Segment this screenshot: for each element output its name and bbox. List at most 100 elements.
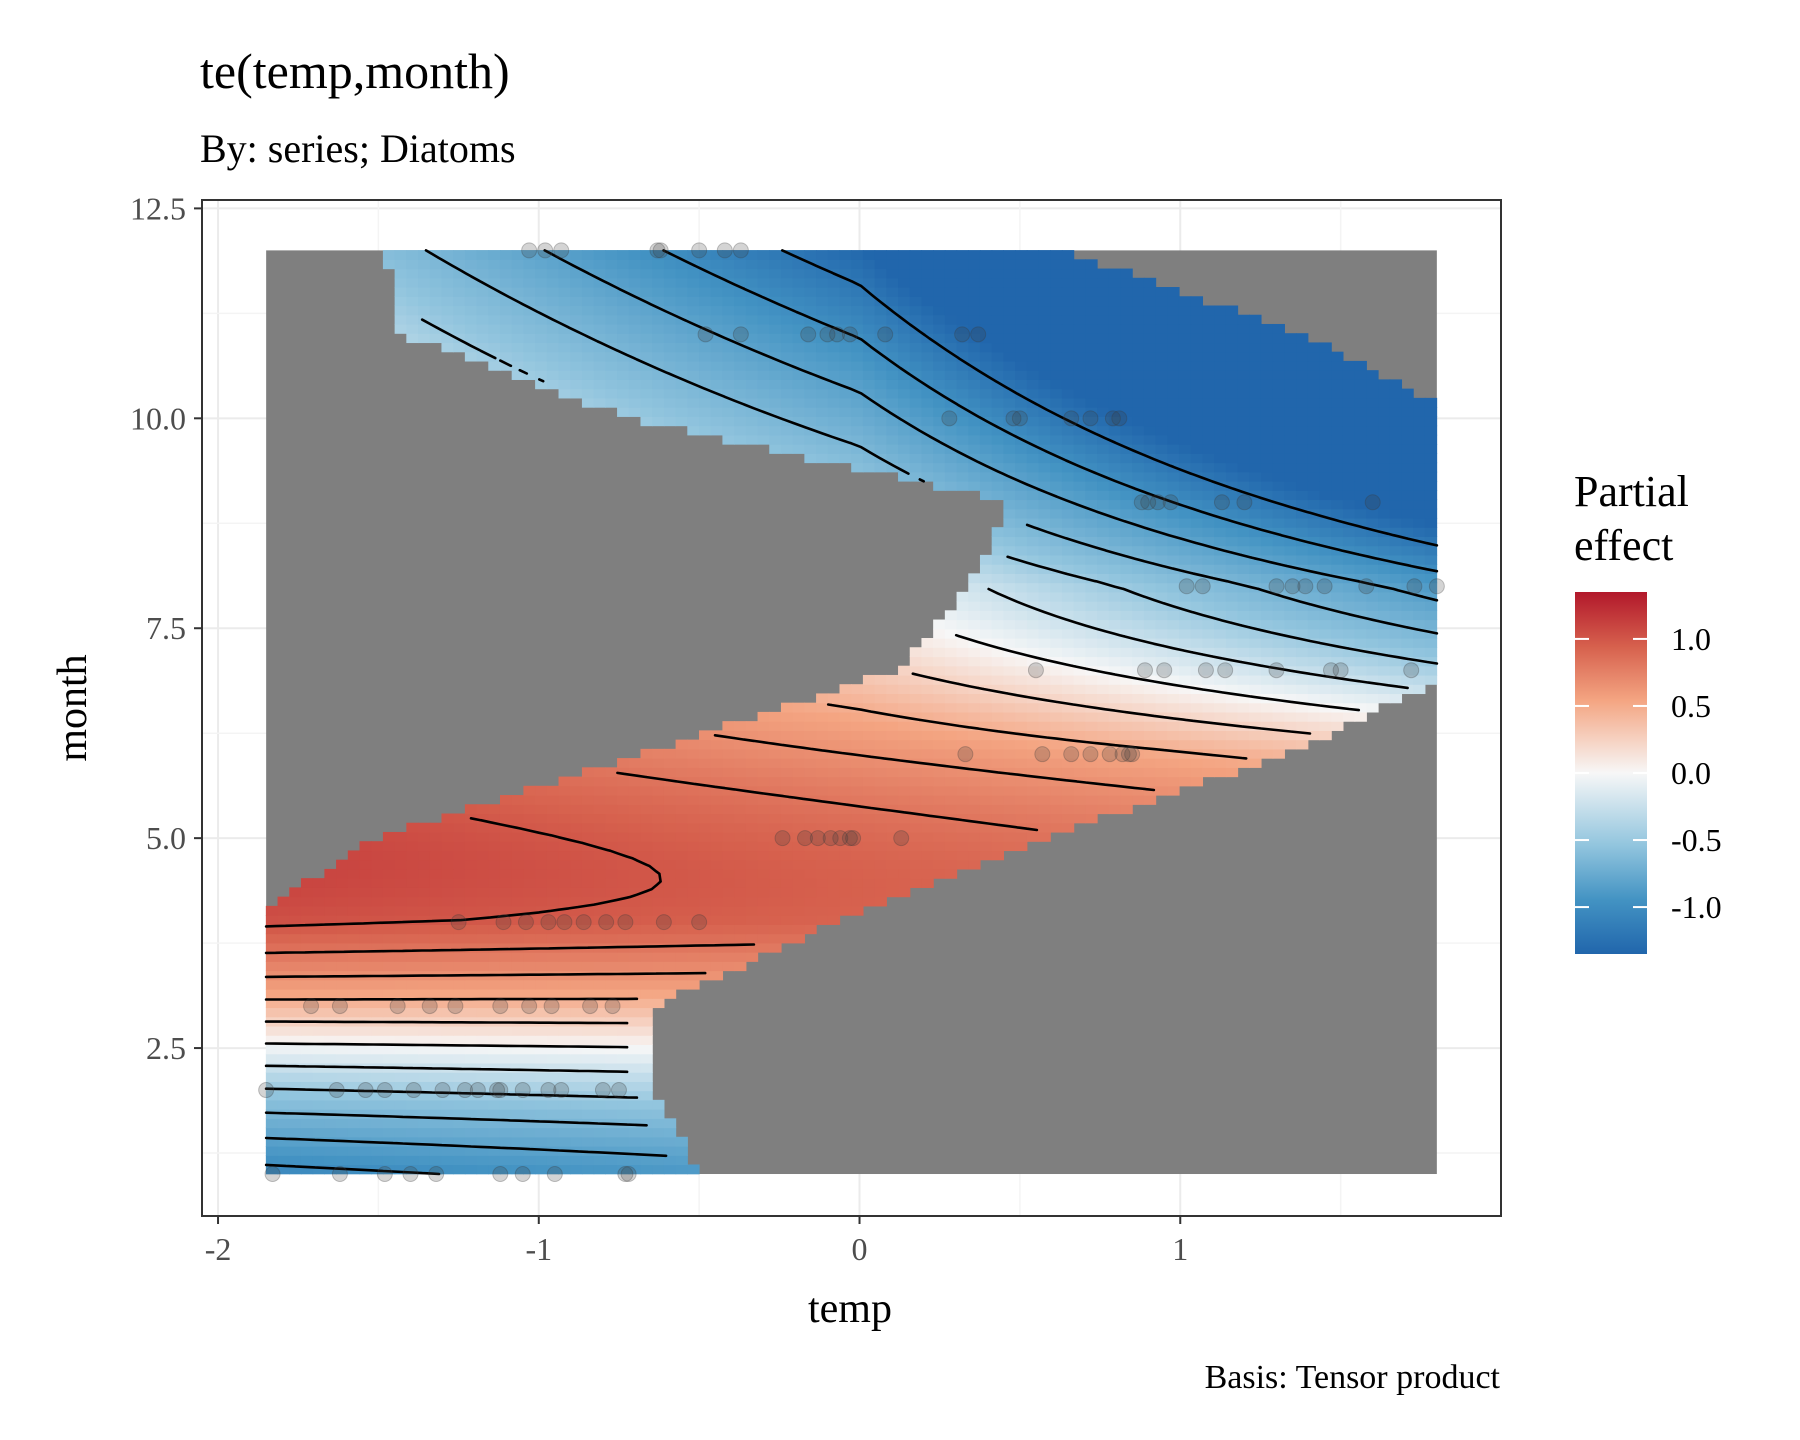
heatmap-cell — [1424, 601, 1438, 611]
heatmap-cell — [722, 795, 735, 805]
heatmap-cell — [359, 979, 372, 990]
heatmap-cell — [406, 1109, 419, 1119]
heatmap-cell — [593, 887, 606, 898]
heatmap-cell — [499, 287, 513, 297]
heatmap-cell — [1225, 434, 1239, 445]
heatmap-cell — [1284, 545, 1297, 556]
heatmap-cell — [734, 425, 747, 436]
heatmap-cell — [1178, 702, 1192, 713]
heatmap-cell — [1284, 397, 1297, 408]
heatmap-cell — [757, 758, 770, 768]
heatmap-cell — [745, 388, 759, 399]
heatmap-cell — [944, 804, 958, 815]
heatmap-cell — [546, 878, 560, 888]
heatmap-cell — [734, 942, 747, 953]
heatmap-cell — [956, 287, 969, 297]
heatmap-cell — [605, 1035, 618, 1046]
heatmap-cell — [464, 961, 478, 972]
heatmap-cell — [851, 739, 864, 750]
heatmap-cell — [1249, 610, 1262, 621]
heatmap-cell — [453, 1109, 466, 1119]
heatmap-cell — [898, 259, 911, 270]
heatmap-cell — [1284, 674, 1297, 685]
heatmap-cell — [944, 397, 958, 408]
heatmap-cell — [1073, 305, 1086, 316]
heatmap-cell — [1061, 296, 1075, 307]
heatmap-cell — [336, 1127, 349, 1138]
heatmap-cell — [710, 822, 724, 833]
heatmap-cell — [1354, 397, 1367, 408]
heatmap-cell — [1331, 425, 1344, 436]
heatmap-cell — [1167, 545, 1180, 556]
heatmap-cell — [734, 831, 747, 842]
heatmap-cell — [300, 988, 314, 999]
heatmap-cell — [1108, 647, 1122, 658]
heatmap-cell — [476, 314, 489, 325]
heatmap-cell — [780, 841, 794, 852]
heatmap-cell — [1038, 702, 1051, 713]
heatmap-cell — [441, 1118, 454, 1129]
heatmap-cell — [909, 776, 923, 787]
heatmap-cell — [979, 490, 993, 501]
heatmap-cell — [1378, 517, 1391, 528]
heatmap-cell — [1307, 554, 1321, 565]
heatmap-cell — [1178, 434, 1192, 445]
heatmap-cell — [956, 758, 969, 768]
heatmap-cell — [418, 1127, 431, 1138]
heatmap-cell — [628, 878, 642, 888]
heatmap-cell — [909, 656, 923, 667]
heatmap-cell — [1249, 684, 1262, 695]
heatmap-cell — [535, 1099, 548, 1110]
heatmap-cell — [921, 388, 934, 399]
heatmap-cell — [464, 804, 478, 815]
heatmap-cell — [1331, 693, 1344, 704]
heatmap-cell — [1190, 517, 1204, 528]
heatmap-cell — [535, 287, 548, 297]
heatmap-cell — [476, 305, 489, 316]
heatmap-cell — [675, 1164, 688, 1175]
heatmap-cell — [862, 859, 876, 870]
heatmap-cell — [652, 952, 665, 962]
heatmap-cell — [1342, 601, 1356, 611]
heatmap-cell — [769, 250, 782, 260]
heatmap-cell — [1085, 407, 1098, 417]
heatmap-cell — [406, 268, 419, 279]
heatmap-cell — [921, 868, 934, 879]
heatmap-cell — [1061, 360, 1075, 371]
heatmap-cell — [839, 351, 852, 362]
heatmap-cell — [909, 702, 923, 713]
heatmap-cell — [441, 878, 454, 888]
heatmap-cell — [581, 979, 595, 990]
heatmap-cell — [734, 407, 747, 417]
heatmap-cell — [862, 831, 876, 842]
heatmap-cell — [886, 684, 899, 695]
heatmap-cell — [640, 850, 653, 861]
heatmap-cell — [839, 250, 852, 260]
heatmap-cell — [1284, 407, 1297, 417]
heatmap-cell — [862, 268, 876, 279]
heatmap-cell — [827, 397, 841, 408]
heatmap-cell — [464, 850, 478, 861]
heatmap-cell — [991, 610, 1004, 621]
heatmap-cell — [839, 850, 852, 861]
heatmap-cell — [1097, 342, 1110, 353]
heatmap-cell — [792, 758, 805, 768]
heatmap-cell — [991, 804, 1004, 815]
heatmap-cell — [1190, 554, 1204, 565]
heatmap-cell — [277, 933, 290, 944]
heatmap-cell — [734, 314, 747, 325]
heatmap-cell — [523, 1044, 536, 1055]
heatmap-cell — [558, 250, 571, 260]
heatmap-cell — [1260, 462, 1274, 473]
heatmap-cell — [827, 868, 841, 879]
heatmap-cell — [1073, 379, 1086, 390]
heatmap-cell — [1167, 490, 1180, 501]
heatmap-cell — [769, 915, 782, 925]
heatmap-cell — [722, 831, 735, 842]
heatmap-cell — [1272, 721, 1285, 731]
heatmap-cell — [476, 813, 489, 824]
heatmap-cell — [1190, 601, 1204, 611]
heatmap-cell — [359, 924, 372, 935]
heatmap-cell — [1413, 582, 1426, 593]
heatmap-cell — [1178, 601, 1192, 611]
